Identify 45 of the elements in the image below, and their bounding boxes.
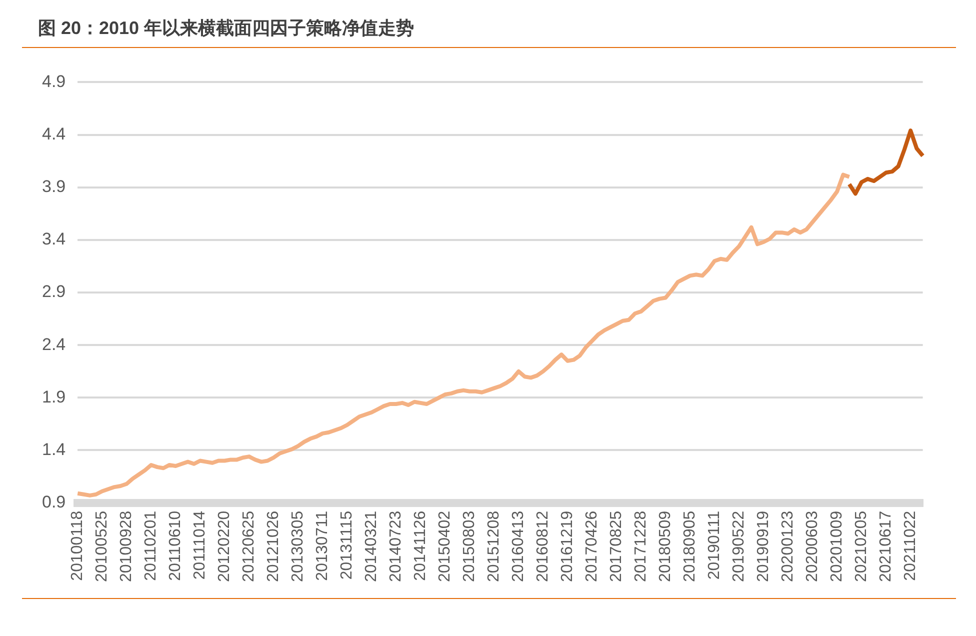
chart-title: 图 20：2010 年以来横截面四因子策略净值走势 (38, 17, 414, 40)
x-tick-label: 20180509 (656, 510, 674, 582)
x-tick-label: 20170426 (583, 510, 600, 582)
x-tick-label: 20201009 (828, 510, 846, 582)
x-tick-label: 20131115 (338, 510, 356, 580)
x-tick-label: 20160413 (510, 510, 527, 582)
y-tick-label: 3.4 (42, 230, 66, 249)
x-tick-label: 20110201 (142, 510, 160, 581)
x-tick-label: 20210617 (877, 510, 894, 582)
y-tick-label: 4.4 (42, 124, 66, 144)
y-tick-label: 3.9 (42, 177, 66, 196)
x-tick-label: 20120220 (216, 510, 234, 582)
x-tick-label: 20150402 (436, 510, 454, 582)
x-tick-label: 20151208 (486, 510, 502, 582)
y-tick-label: 2.4 (42, 334, 66, 354)
x-tick-label: 20171228 (632, 510, 650, 582)
x-tick-label: 20100118 (69, 510, 86, 581)
x-tick-label: 20190522 (730, 510, 748, 582)
x-tick-label: 20120625 (240, 510, 258, 582)
x-tick-label: 20100525 (94, 510, 111, 582)
x-tick-label: 20180905 (681, 510, 698, 582)
x-tick-label: 20190111 (706, 510, 723, 580)
x-tick-label: 20210205 (852, 510, 870, 582)
x-tick-label: 20170825 (608, 510, 625, 582)
x-tick-label: 20140321 (363, 510, 380, 582)
x-tick-label: 20130305 (290, 510, 307, 582)
x-tick-label: 20141126 (412, 510, 430, 581)
y-tick-label: 0.9 (42, 492, 66, 512)
x-tick-label: 20190919 (754, 510, 772, 582)
x-tick-label: 20200123 (779, 510, 796, 582)
y-tick-label: 1.9 (42, 387, 66, 406)
y-tick-label: 1.4 (42, 440, 66, 459)
y-tick-label: 2.9 (42, 282, 66, 302)
x-tick-label: 20140723 (388, 510, 405, 582)
x-tick-label: 20130711 (314, 510, 332, 581)
x-tick-label: 20200603 (804, 510, 821, 582)
x-tick-label: 20100928 (118, 510, 136, 582)
x-tick-label: 20121026 (265, 510, 282, 582)
x-tick-label: 20161219 (558, 510, 576, 582)
x-tick-label: 20110610 (167, 510, 184, 581)
y-tick-label: 4.9 (42, 72, 66, 91)
x-tick-label: 20160812 (534, 510, 552, 582)
x-tick-label: 20150803 (461, 510, 478, 582)
x-tick-label: 20211022 (902, 510, 919, 581)
x-tick-label: 20111014 (192, 510, 209, 580)
